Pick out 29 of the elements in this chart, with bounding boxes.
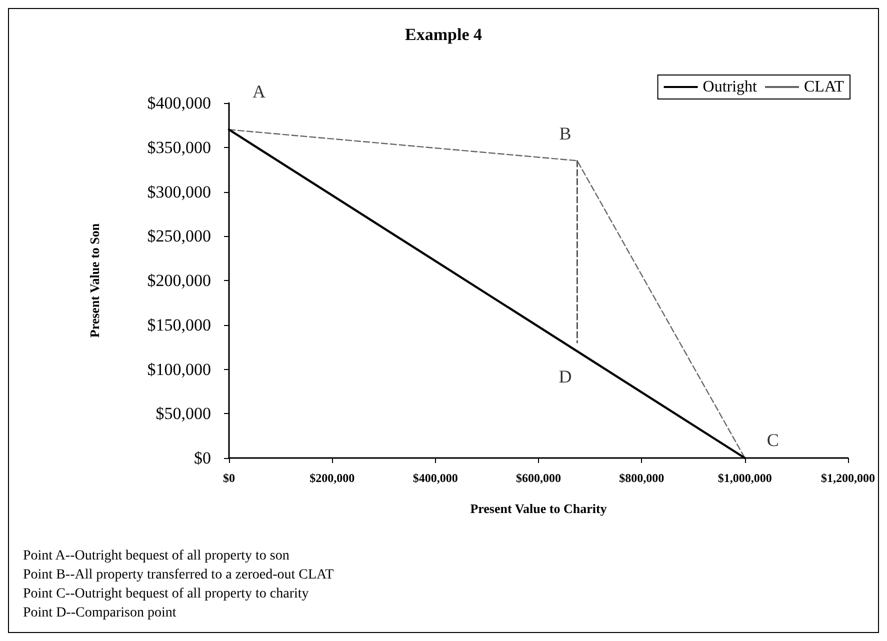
y-axis-title: Present Value to Son [87,222,102,338]
y-tick-label: $50,000 [156,404,211,424]
annotation: C [766,430,779,450]
x-axis-title: Present Value to Charity [470,501,608,516]
annotation: B [559,124,572,144]
chart-title: Example 4 [405,25,482,44]
y-tick-label: $300,000 [147,182,211,202]
x-tick-label: $1,000,000 [718,471,772,485]
y-tick-label: $150,000 [147,315,211,334]
text: Point C--Outright bequest of all property to charity [23,586,309,602]
y-tick-label: $200,000 [147,271,211,290]
legend-label: Outright [702,78,758,96]
legend-label: CLAT [804,78,844,96]
y-tick-label: $0 [194,448,211,468]
x-tick-label: $0 [223,471,235,485]
y-tick-label: $350,000 [147,138,211,157]
x-tick-label: $800,000 [619,471,664,485]
x-tick-label: $400,000 [412,471,458,485]
x-tick-label: $1,200,000 [821,471,875,485]
y-tick-label: $400,000 [147,94,211,112]
y-tick-label: $100,000 [147,360,211,379]
annotation: A [252,82,266,102]
x-tick-label: $200,000 [310,471,355,485]
annotation: D [558,366,572,386]
y-tick-label: $250,000 [147,226,211,246]
text: Point B--All property transferred to a zeroed-out CLAT [23,568,334,582]
x-tick-label: $600,000 [516,471,561,485]
text: Point A--Outright bequest of all property to son [23,548,290,564]
text: Point D--Comparison point [23,606,176,620]
